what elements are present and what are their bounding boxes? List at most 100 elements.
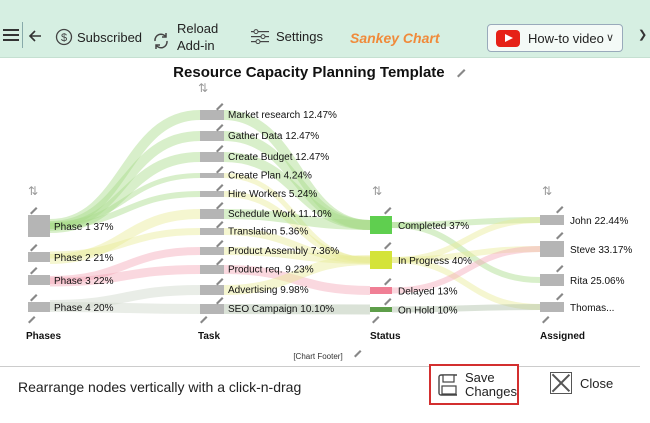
- link-phase-task: [49, 173, 201, 227]
- edit-icon[interactable]: [216, 297, 224, 305]
- youtube-icon: [496, 29, 520, 47]
- chevron-down-icon: ∨: [605, 32, 614, 44]
- edit-icon[interactable]: [30, 244, 38, 252]
- link-task-status: [223, 173, 371, 263]
- node-status[interactable]: [370, 251, 392, 269]
- edit-icon[interactable]: [216, 145, 224, 153]
- node-task[interactable]: [200, 265, 224, 274]
- close-label: Close: [580, 375, 614, 391]
- edit-icon[interactable]: [30, 267, 38, 275]
- node-task[interactable]: [200, 173, 224, 178]
- edit-icon[interactable]: [216, 240, 224, 248]
- edit-icon[interactable]: [556, 293, 564, 301]
- link-phase-task: [49, 265, 201, 287]
- subscribed-label: Subscribed: [77, 29, 143, 45]
- node-label: Steve 33.17%: [570, 245, 632, 256]
- edit-icon[interactable]: [216, 103, 224, 111]
- link-phase-task: [49, 302, 201, 314]
- edit-icon[interactable]: [216, 124, 224, 132]
- edit-icon[interactable]: [216, 278, 224, 286]
- node-label: Rita 25.06%: [570, 276, 625, 287]
- node-label: Gather Data 12.47%: [228, 131, 319, 142]
- app-title: Sankey Chart: [350, 30, 440, 46]
- reorder-arrows-icon[interactable]: ⇅: [28, 184, 38, 198]
- menu-icon[interactable]: [3, 28, 19, 42]
- howto-label: How-to video: [528, 30, 604, 46]
- node-task[interactable]: [200, 285, 224, 295]
- edit-icon[interactable]: [384, 207, 392, 215]
- edit-icon[interactable]: [556, 206, 564, 214]
- reload-addin-button[interactable]: Reload Add-in: [151, 20, 218, 54]
- node-phase[interactable]: [28, 302, 50, 312]
- node-task[interactable]: [200, 228, 224, 235]
- chevron-right-icon[interactable]: ❯: [638, 29, 648, 41]
- edit-icon[interactable]: [556, 265, 564, 273]
- edit-icon[interactable]: [200, 316, 208, 324]
- subscribed-button[interactable]: $ Subscribed: [55, 28, 142, 46]
- node-phase[interactable]: [28, 275, 50, 285]
- node-status[interactable]: [370, 307, 392, 312]
- node-status[interactable]: [370, 287, 392, 294]
- node-task[interactable]: [200, 110, 224, 120]
- settings-button[interactable]: Settings: [250, 28, 323, 44]
- svg-text:$: $: [61, 32, 67, 44]
- node-label: Completed 37%: [398, 221, 469, 232]
- node-task[interactable]: [200, 191, 224, 197]
- link-phase-task: [49, 247, 201, 284]
- node-status[interactable]: [370, 216, 392, 234]
- edit-icon[interactable]: [556, 232, 564, 240]
- node-assigned[interactable]: [540, 274, 564, 286]
- node-assigned[interactable]: [540, 215, 564, 225]
- link-status-assigned: [391, 304, 541, 313]
- edit-icon[interactable]: [216, 221, 224, 229]
- column-label: Task: [198, 331, 220, 342]
- edit-title-icon[interactable]: [455, 65, 467, 82]
- column-label: Status: [370, 331, 401, 342]
- reorder-arrows-icon[interactable]: ⇅: [198, 81, 208, 95]
- link-task-status: [223, 228, 371, 264]
- reorder-arrows-icon[interactable]: ⇅: [372, 184, 382, 198]
- edit-icon[interactable]: [216, 184, 224, 192]
- reload-icon: [154, 33, 168, 49]
- save-changes-button[interactable]: Save Changes: [429, 364, 519, 405]
- edit-icon[interactable]: [30, 294, 38, 302]
- link-status-assigned: [391, 222, 541, 283]
- reload-label-2: Add-in: [177, 38, 215, 53]
- node-task[interactable]: [200, 304, 224, 314]
- node-task[interactable]: [200, 131, 224, 141]
- chart-footer: [Chart Footer]: [293, 352, 342, 361]
- link-task-status: [223, 247, 371, 264]
- node-phase[interactable]: [28, 215, 50, 237]
- edit-icon[interactable]: [216, 166, 224, 174]
- edit-icon[interactable]: [384, 242, 392, 250]
- node-task[interactable]: [200, 247, 224, 255]
- howto-video-dropdown[interactable]: How-to video ∨: [487, 24, 623, 52]
- close-button[interactable]: Close: [550, 372, 613, 394]
- link-phase-task: [49, 285, 201, 310]
- edit-icon[interactable]: [28, 316, 36, 324]
- divider: [22, 22, 24, 48]
- edit-footer-icon[interactable]: [354, 350, 362, 358]
- node-task[interactable]: [200, 152, 224, 162]
- node-assigned[interactable]: [540, 241, 564, 257]
- node-assigned[interactable]: [540, 302, 564, 312]
- link-task-status: [223, 209, 371, 230]
- edit-icon[interactable]: [372, 316, 380, 324]
- link-phase-task: [49, 191, 201, 229]
- link-task-status: [223, 152, 371, 230]
- edit-icon[interactable]: [542, 316, 550, 324]
- back-arrow-icon[interactable]: [28, 29, 42, 43]
- edit-icon[interactable]: [384, 278, 392, 286]
- node-label: Schedule Work 11.10%: [228, 209, 332, 220]
- node-phase[interactable]: [28, 252, 50, 262]
- node-task[interactable]: [200, 209, 224, 219]
- edit-icon[interactable]: [30, 207, 38, 215]
- reorder-arrows-icon[interactable]: ⇅: [542, 184, 552, 198]
- edit-icon[interactable]: [216, 258, 224, 266]
- column-label: Assigned: [540, 331, 585, 342]
- floppy-icon: [438, 373, 457, 396]
- edit-icon[interactable]: [384, 298, 392, 306]
- node-label: John 22.44%: [570, 216, 628, 227]
- link-status-assigned: [391, 257, 541, 310]
- edit-icon[interactable]: [216, 202, 224, 210]
